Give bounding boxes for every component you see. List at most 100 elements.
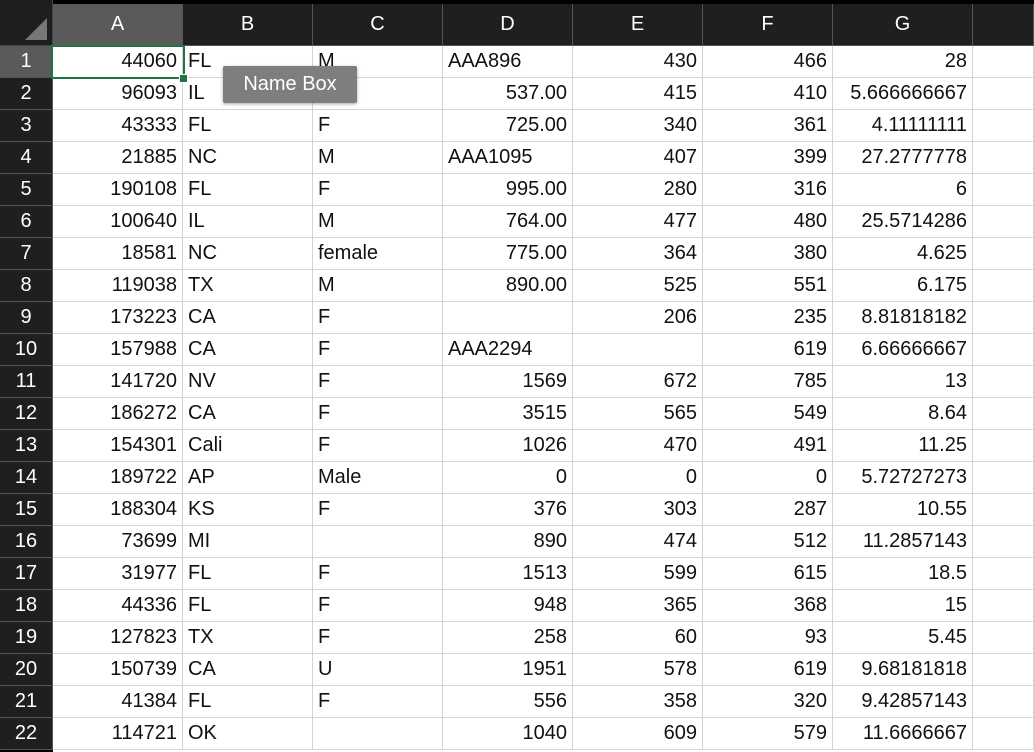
cell-c19[interactable]: F [313,622,443,654]
cell-g6[interactable]: 25.5714286 [833,206,973,238]
cell-b21[interactable]: FL [183,686,313,718]
cell-b9[interactable]: CA [183,302,313,334]
cell-d18[interactable]: 948 [443,590,573,622]
column-header-g[interactable]: G [833,4,973,46]
cell-a10[interactable]: 157988 [53,334,183,366]
cell-h15[interactable] [973,494,1034,526]
cell-g17[interactable]: 18.5 [833,558,973,590]
cell-e9[interactable]: 206 [573,302,703,334]
cell-c2[interactable] [313,78,443,110]
cell-a17[interactable]: 31977 [53,558,183,590]
cell-d1[interactable]: AAA896 [443,46,573,78]
cell-h22[interactable] [973,718,1034,750]
row-header-1[interactable]: 1 [0,46,53,78]
cell-h8[interactable] [973,270,1034,302]
cell-f11[interactable]: 785 [703,366,833,398]
cell-h19[interactable] [973,622,1034,654]
cell-g10[interactable]: 6.66666667 [833,334,973,366]
cell-b10[interactable]: CA [183,334,313,366]
row-header-22[interactable]: 22 [0,718,53,750]
cell-c17[interactable]: F [313,558,443,590]
cell-e10[interactable] [573,334,703,366]
cell-f17[interactable]: 615 [703,558,833,590]
cell-b20[interactable]: CA [183,654,313,686]
cell-f12[interactable]: 549 [703,398,833,430]
cell-e15[interactable]: 303 [573,494,703,526]
cell-d19[interactable]: 258 [443,622,573,654]
cell-d15[interactable]: 376 [443,494,573,526]
cell-a15[interactable]: 188304 [53,494,183,526]
cell-e12[interactable]: 565 [573,398,703,430]
cell-g18[interactable]: 15 [833,590,973,622]
cell-f1[interactable]: 466 [703,46,833,78]
row-header-19[interactable]: 19 [0,622,53,654]
cell-d11[interactable]: 1569 [443,366,573,398]
cell-c5[interactable]: F [313,174,443,206]
cell-b4[interactable]: NC [183,142,313,174]
cell-c14[interactable]: Male [313,462,443,494]
cell-h9[interactable] [973,302,1034,334]
cell-h20[interactable] [973,654,1034,686]
cell-e11[interactable]: 672 [573,366,703,398]
cell-f6[interactable]: 480 [703,206,833,238]
cell-g22[interactable]: 11.6666667 [833,718,973,750]
cell-c10[interactable]: F [313,334,443,366]
cell-f3[interactable]: 361 [703,110,833,142]
cell-a19[interactable]: 127823 [53,622,183,654]
row-header-14[interactable]: 14 [0,462,53,494]
cell-h12[interactable] [973,398,1034,430]
cell-e5[interactable]: 280 [573,174,703,206]
cell-b16[interactable]: MI [183,526,313,558]
cell-d8[interactable]: 890.00 [443,270,573,302]
cell-a3[interactable]: 43333 [53,110,183,142]
row-header-18[interactable]: 18 [0,590,53,622]
cell-b13[interactable]: Cali [183,430,313,462]
cell-c22[interactable] [313,718,443,750]
cell-b11[interactable]: NV [183,366,313,398]
cell-b18[interactable]: FL [183,590,313,622]
cell-g3[interactable]: 4.11111111 [833,110,973,142]
cell-d3[interactable]: 725.00 [443,110,573,142]
cell-a2[interactable]: 96093 [53,78,183,110]
cell-d20[interactable]: 1951 [443,654,573,686]
cell-h10[interactable] [973,334,1034,366]
cell-g16[interactable]: 11.2857143 [833,526,973,558]
row-header-11[interactable]: 11 [0,366,53,398]
cell-e1[interactable]: 430 [573,46,703,78]
row-header-9[interactable]: 9 [0,302,53,334]
cell-c18[interactable]: F [313,590,443,622]
cell-a5[interactable]: 190108 [53,174,183,206]
cell-e18[interactable]: 365 [573,590,703,622]
column-header-e[interactable]: E [573,4,703,46]
cell-g20[interactable]: 9.68181818 [833,654,973,686]
cell-h2[interactable] [973,78,1034,110]
cell-e8[interactable]: 525 [573,270,703,302]
cell-g4[interactable]: 27.2777778 [833,142,973,174]
cell-g12[interactable]: 8.64 [833,398,973,430]
cell-f15[interactable]: 287 [703,494,833,526]
row-header-7[interactable]: 7 [0,238,53,270]
cell-f10[interactable]: 619 [703,334,833,366]
cell-b7[interactable]: NC [183,238,313,270]
cell-a14[interactable]: 189722 [53,462,183,494]
cell-d4[interactable]: AAA1095 [443,142,573,174]
cell-h11[interactable] [973,366,1034,398]
column-header-b[interactable]: B [183,4,313,46]
cell-b3[interactable]: FL [183,110,313,142]
cell-c8[interactable]: M [313,270,443,302]
cell-e7[interactable]: 364 [573,238,703,270]
cell-c7[interactable]: female [313,238,443,270]
cell-c3[interactable]: F [313,110,443,142]
cell-b17[interactable]: FL [183,558,313,590]
cell-c13[interactable]: F [313,430,443,462]
fill-handle[interactable] [179,74,188,83]
row-header-6[interactable]: 6 [0,206,53,238]
row-header-5[interactable]: 5 [0,174,53,206]
cell-h7[interactable] [973,238,1034,270]
cell-e4[interactable]: 407 [573,142,703,174]
cell-h14[interactable] [973,462,1034,494]
column-header-c[interactable]: C [313,4,443,46]
cell-e3[interactable]: 340 [573,110,703,142]
row-header-10[interactable]: 10 [0,334,53,366]
row-header-17[interactable]: 17 [0,558,53,590]
